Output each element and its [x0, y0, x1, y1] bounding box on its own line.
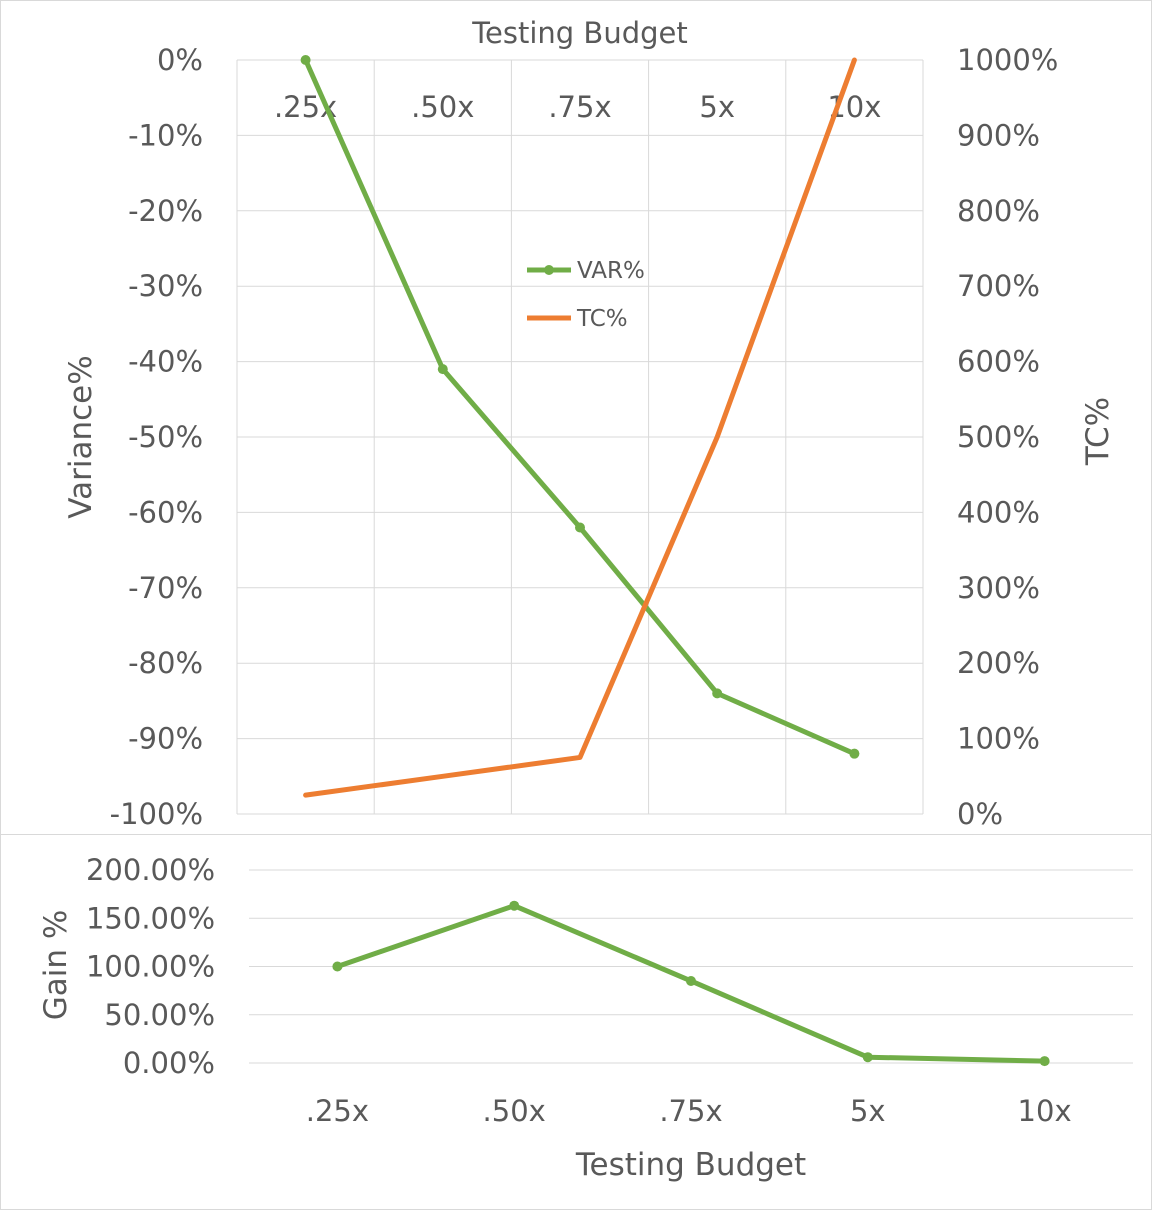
y2-tick-label: 400%: [957, 495, 1040, 529]
series-line-tc: [303, 57, 857, 798]
y-tick-label: -80%: [128, 646, 203, 680]
data-point: [437, 364, 448, 375]
y-tick-label: 0%: [157, 43, 203, 77]
y2-axis-title: TC%: [1080, 397, 1116, 466]
y-tick-label: -90%: [128, 722, 203, 756]
legend-marker: [544, 265, 554, 275]
data-point: [509, 900, 520, 911]
x-tick-label: 5x: [699, 90, 735, 124]
y2-tick-label: 900%: [957, 118, 1040, 152]
data-point: [332, 961, 343, 972]
x-tick-label: .50x: [483, 1094, 546, 1128]
y-tick-label: -40%: [128, 345, 203, 379]
y-tick-label: -100%: [110, 797, 203, 831]
y2-tick-label: 800%: [957, 194, 1040, 228]
x-tick-label: .25x: [306, 1094, 369, 1128]
variance-tc-chart: Testing Budget .25x .50x .75x 5x 10x 0% -10% -20…: [0, 0, 1152, 835]
y-tick-label: 50.00%: [104, 998, 215, 1032]
y-tick-label: -50%: [128, 420, 203, 454]
y2-tick-label: 1000%: [957, 43, 1058, 77]
y2-tick-label: 300%: [957, 571, 1040, 605]
y2-tick-label: 0%: [957, 797, 1003, 831]
y-tick-label: 200.00%: [86, 853, 215, 887]
y-axis-title: Variance%: [63, 355, 99, 518]
variance-tc-chart-svg: Testing Budget.25x .50x .75x 5x 10x0%-10%-20…: [63, 16, 1116, 831]
data-point: [862, 1052, 873, 1063]
data-point: [712, 688, 723, 699]
x-tick-label: 5x: [850, 1094, 886, 1128]
x-tick-label: .75x: [548, 90, 611, 124]
data-point: [300, 55, 311, 65]
data-point: [1039, 1056, 1050, 1067]
series-line-var: [303, 57, 857, 757]
chart-title: Testing Budget: [471, 16, 687, 50]
y2-tick-label: 100%: [957, 722, 1040, 756]
y-tick-label: -10%: [128, 118, 203, 152]
y-tick-label: 0.00%: [123, 1046, 215, 1080]
data-point: [686, 975, 696, 986]
y-tick-label: 100.00%: [86, 950, 215, 984]
y2-tick-label: 600%: [957, 345, 1040, 379]
y-axis-title: Gain %: [38, 910, 74, 1021]
x-axis-title: Testing Budget: [575, 1147, 806, 1183]
y-tick-label: -70%: [128, 571, 203, 605]
legend-label: TC%: [576, 306, 628, 332]
x-tick-label: .75x: [659, 1094, 722, 1128]
x-tick-label: 10x: [1018, 1094, 1072, 1128]
data-point: [849, 748, 860, 759]
y2-tick-label: 700%: [957, 269, 1040, 303]
gain-chart-svg: 200.00% 150.00% 100.00% 50.00% 0.00% .25x .50x…: [38, 853, 1133, 1183]
legend-label: VAR%: [577, 258, 645, 284]
y2-tick-label: 500%: [957, 420, 1040, 454]
x-tick-label: .50x: [411, 90, 474, 124]
data-point: [575, 522, 585, 533]
y2-tick-label: 200%: [957, 646, 1040, 680]
y-tick-label: -30%: [128, 269, 203, 303]
y-tick-label: -60%: [128, 495, 203, 529]
gain-chart: 200.00% 150.00% 100.00% 50.00% 0.00% .25x .50x…: [0, 834, 1152, 1210]
y-tick-label: -20%: [128, 194, 203, 228]
y-tick-label: 150.00%: [86, 901, 215, 935]
